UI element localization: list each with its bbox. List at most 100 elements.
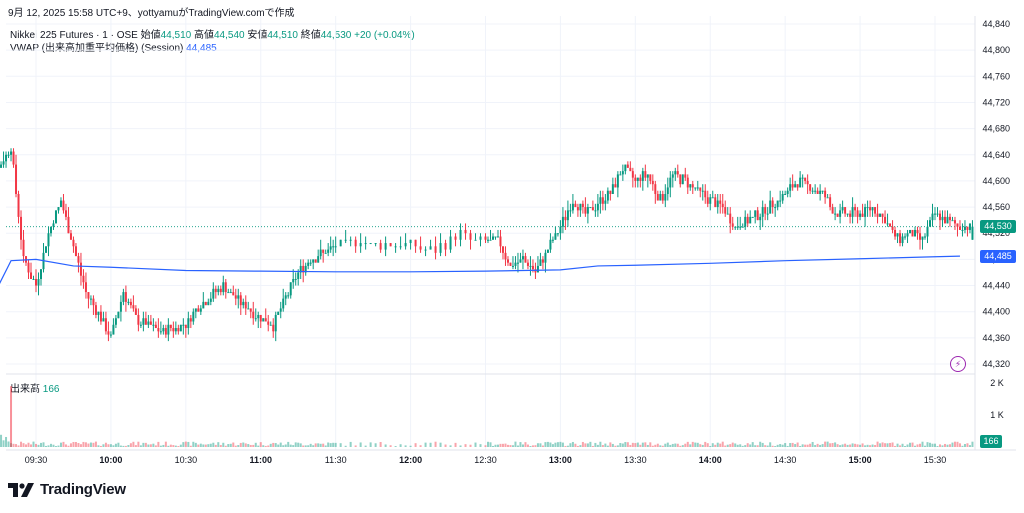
candle-body [921,236,924,240]
symbol-name[interactable]: Nikkei 225 Futures · 1 · OSE [10,30,138,41]
volume-bar [971,441,974,447]
volume-bar [284,444,287,447]
volume-bar [884,443,887,447]
volume-bar [164,441,167,447]
volume-bar [459,445,462,447]
candle-body [924,236,927,238]
candle-body [17,194,20,217]
candle-body [576,207,579,211]
volume-bar [889,442,892,447]
candle-body [704,190,707,198]
volume-bar [274,443,277,447]
volume-bar [257,445,260,447]
volume-label[interactable]: 出来高 [10,384,40,395]
candle-body [117,311,120,319]
volume-bar [272,442,275,447]
volume-bar [516,445,519,447]
candle-body [771,200,774,208]
candle-body [219,288,222,293]
candle-body [7,154,10,156]
volume-bar [7,441,10,447]
tradingview-logo[interactable]: TradingView [8,481,126,498]
candle-body [394,246,397,248]
volume-bar [374,443,377,447]
volume-bar [249,444,252,447]
candle-body [651,180,654,185]
candle-body [262,318,265,322]
lightning-icon[interactable]: ⚡ [950,356,966,372]
volume-legend[interactable]: 出来高 166 [10,380,59,395]
volume-bar [809,443,812,447]
candle-body [127,301,130,303]
candle-body [919,233,922,240]
volume-bar [214,444,217,447]
candle-body [869,207,872,211]
volume-bar [127,445,130,447]
volume-bar [674,443,677,447]
tradingview-logo-icon [8,482,34,497]
volume-bar [571,441,574,447]
volume-bar [644,442,647,447]
volume-bar [569,443,572,447]
vwap-line[interactable] [0,255,960,299]
volume-bar [39,442,42,447]
candle-body [521,256,524,260]
candle-body [968,223,971,230]
candle-body [399,246,402,248]
price-axis[interactable]: 44,840 44,800 44,760 44,720 44,680 44,640 44,6… [982,19,1010,369]
candle-body [229,292,232,294]
volume-bar [244,443,247,447]
volume-bar [309,443,312,447]
low-label: 安値 [247,30,268,41]
volume-bar [57,445,60,447]
volume-bar [139,445,142,447]
volume-bar [526,444,529,447]
candle-body [936,213,939,215]
candle-body [167,324,170,335]
volume-bar [796,442,799,447]
volume-bar [958,443,961,447]
volume-bar [754,445,757,447]
candle-body [814,190,817,192]
candle-body [359,243,362,247]
candle-body [501,246,504,253]
volume-bar [202,444,205,447]
candle-body [197,308,200,312]
candle-body [319,249,322,257]
candle-body [529,265,532,267]
volume-bar [0,434,3,447]
candle-body [491,236,494,240]
candle-body [84,282,87,293]
volume-bar [914,445,917,447]
volume-bar [254,442,257,447]
time-tick-label: 12:00 [399,455,422,465]
volume-bar [951,442,954,447]
candle-body [681,174,684,185]
candle-body [99,311,102,322]
volume-bar [901,443,904,447]
time-tick-label: 14:30 [774,455,797,465]
candlesticks[interactable] [0,148,974,342]
candle-body [349,239,352,241]
volume-bar [936,446,939,447]
vwap-label[interactable]: VWAP (出来高加重平均価格) (Session) [10,43,184,54]
volume-bar [831,443,834,447]
candle-body [489,239,492,241]
candle-body [257,314,260,319]
candle-body [157,328,160,332]
volume-bar [227,444,230,447]
volume-bar [279,442,282,447]
volume-bar [474,442,477,447]
volume-bar [194,442,197,447]
candle-body [44,246,47,253]
volume-bar [549,442,552,447]
time-axis[interactable]: 09:30 10:00 10:30 11:00 11:30 12:00 12:30 13:00… [25,455,947,465]
volume-bar [956,441,959,447]
candle-body [27,262,30,273]
vwap-legend[interactable]: VWAP (出来高加重平均価格) (Session) 44,485 [10,39,217,54]
candle-body [474,239,477,241]
volume-bar [327,442,330,447]
candle-body [646,174,649,178]
volume-bar [82,441,85,447]
